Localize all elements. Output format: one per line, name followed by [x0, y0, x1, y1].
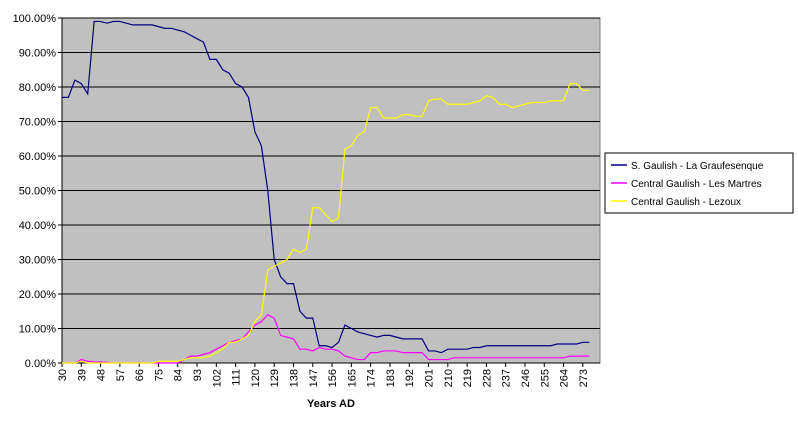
x-tick-label: 93: [192, 369, 204, 381]
x-tick-label: 147: [308, 369, 320, 387]
x-tick-label: 255: [539, 369, 551, 387]
x-tick-label: 138: [288, 369, 300, 387]
x-tick-label: 183: [385, 369, 397, 387]
y-tick-label: 90.00%: [19, 48, 57, 60]
x-tick-label: 129: [269, 369, 281, 387]
x-tick-label: 57: [115, 369, 127, 381]
y-tick-label: 20.00%: [19, 289, 57, 301]
x-tick-label: 75: [153, 369, 165, 381]
x-tick-label: 30: [57, 369, 69, 381]
x-tick-label: 120: [250, 369, 262, 387]
y-tick-label: 70.00%: [19, 117, 57, 129]
y-tick-label: 30.00%: [19, 255, 57, 267]
x-tick-label: 165: [346, 369, 358, 387]
x-tick-label: 192: [404, 369, 416, 387]
x-axis-title: Years AD: [307, 398, 355, 410]
x-tick-label: 201: [424, 369, 436, 387]
x-tick-label: 174: [366, 369, 378, 387]
legend-box: [604, 152, 794, 214]
y-tick-label: 100.00%: [13, 13, 57, 25]
y-tick-label: 50.00%: [19, 186, 57, 198]
legend-label: Central Gaulish - Les Martres: [631, 179, 762, 190]
x-tick-label: 219: [462, 369, 474, 387]
x-tick-label: 228: [481, 369, 493, 387]
x-tick-label: 66: [134, 369, 146, 381]
y-tick-label: 60.00%: [19, 151, 57, 163]
x-tick-label: 102: [211, 369, 223, 387]
y-tick-label: 10.00%: [19, 324, 57, 336]
y-tick-label: 0.00%: [25, 358, 56, 370]
x-tick-label: 264: [559, 369, 571, 387]
series-line: [62, 20, 590, 354]
x-tick-label: 246: [520, 369, 532, 387]
x-tick-label: 39: [76, 369, 88, 381]
x-tick-label: 84: [173, 369, 185, 381]
x-tick-label: 237: [501, 369, 513, 387]
x-tick-label: 111: [231, 369, 243, 386]
x-tick-label: 156: [327, 369, 339, 387]
y-tick-label: 80.00%: [19, 82, 57, 94]
y-tick-label: 40.00%: [19, 220, 57, 232]
series-line: [62, 82, 590, 364]
x-tick-label: 48: [96, 369, 108, 381]
x-tick-label: 273: [578, 369, 590, 387]
x-tick-label: 210: [443, 369, 455, 387]
legend-label: S. Gaulish - La Graufesenque: [631, 161, 764, 172]
legend-label: Central Gaulish - Lezoux: [631, 197, 741, 208]
